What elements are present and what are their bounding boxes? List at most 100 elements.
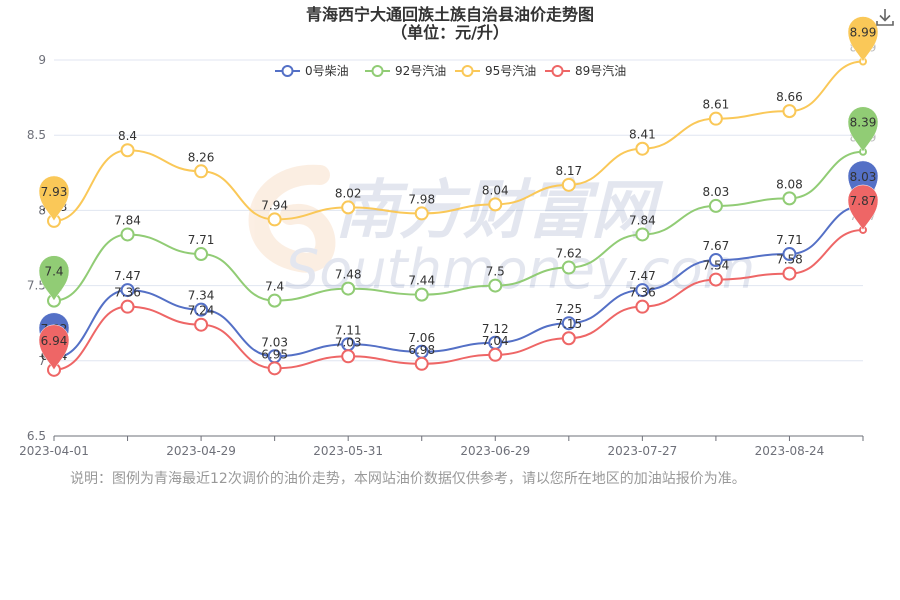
data-label: 8.02 (335, 186, 362, 200)
pin-label: 7.4 (44, 265, 63, 279)
data-label: 7.54 (703, 259, 730, 273)
chart-title: 青海西宁大通回族土族自治县油价走势图 (305, 5, 594, 24)
data-point (120, 227, 135, 242)
data-label: 7.71 (776, 233, 803, 247)
data-point (561, 177, 576, 192)
series-line (53, 60, 864, 222)
data-point (782, 104, 797, 119)
data-point (341, 200, 356, 215)
data-point (341, 281, 356, 296)
legend-item[interactable]: 89号汽油 (545, 63, 626, 78)
data-label: 7.71 (188, 233, 215, 247)
data-label: 8.04 (482, 183, 509, 197)
data-point (635, 283, 650, 298)
data-label: 7.67 (703, 239, 730, 253)
data-point (194, 247, 209, 262)
data-label: 7.5 (486, 265, 505, 279)
data-label: 7.25 (555, 302, 582, 316)
pin-marker: 7.4 (38, 255, 70, 302)
data-label: 8.26 (188, 150, 215, 164)
data-label: 7.47 (629, 269, 656, 283)
data-label: 7.12 (482, 322, 509, 336)
data-point (561, 316, 576, 331)
legend-swatch-marker (551, 65, 564, 77)
pin-marker: 7.87 (847, 184, 879, 231)
data-point (708, 253, 723, 268)
data-point (708, 111, 723, 126)
pin-shape (38, 175, 70, 222)
data-label: 8.66 (776, 90, 803, 104)
y-tick-label: 6.5 (27, 429, 46, 443)
data-point (561, 260, 576, 275)
data-label: 7.4 (265, 280, 284, 294)
data-point (267, 361, 282, 376)
end-markers: 7.028.037.48.397.938.996.947.87 (38, 16, 879, 371)
y-tick-label: 8 (38, 203, 46, 217)
legend-label: 92号汽油 (395, 63, 446, 78)
legend-label: 0号柴油 (305, 64, 349, 78)
data-point (488, 278, 503, 293)
data-point (488, 347, 503, 362)
data-label: 8.41 (629, 128, 656, 142)
data-label: 7.84 (114, 213, 141, 227)
data-label: 7.98 (408, 192, 435, 206)
pin-label: 8.99 (850, 26, 877, 40)
data-point (267, 293, 282, 308)
series-line (53, 150, 864, 302)
pin-label: 6.94 (41, 334, 68, 348)
data-label: 7.62 (555, 247, 582, 261)
data-label: 8.03 (703, 185, 730, 199)
pin-label: 7.87 (850, 194, 877, 208)
legend-label: 95号汽油 (485, 63, 536, 78)
x-tick-label: 2023-08-24 (755, 444, 825, 458)
legend-item[interactable]: 95号汽油 (455, 63, 536, 78)
pin-marker: 8.39 (847, 106, 879, 153)
data-point (341, 349, 356, 364)
data-label: 8.17 (555, 164, 582, 178)
data-point (194, 164, 209, 179)
legend-swatch-marker (371, 65, 384, 77)
pin-label: 8.03 (850, 170, 877, 184)
pin-shape (847, 106, 879, 153)
data-label: 7.24 (188, 304, 215, 318)
y-tick-label: 9 (38, 53, 46, 67)
data-label: 6.95 (261, 347, 288, 361)
series-lines (47, 57, 867, 377)
data-label: 7.84 (629, 213, 656, 227)
x-tick-label: 2023-06-29 (460, 444, 530, 458)
data-label: 7.03 (261, 335, 288, 349)
data-point (561, 331, 576, 346)
legend-item[interactable]: 92号汽油 (365, 63, 446, 78)
watermark-en: Southmoney.com (285, 238, 755, 301)
data-label: 6.98 (408, 343, 435, 357)
data-label: 7.36 (114, 286, 141, 300)
y-tick-label: 8.5 (27, 128, 46, 142)
pin-shape (847, 16, 879, 62)
x-tick-label: 2023-04-01 (19, 444, 89, 458)
chart-subtitle: （单位：元/升） (391, 23, 509, 42)
pin-label: 7.93 (41, 185, 68, 199)
watermark-logo: 南方财富网Southmoney.com (248, 164, 755, 301)
legend-swatch-marker (461, 65, 474, 77)
pin-shape (38, 324, 70, 371)
data-point (120, 283, 135, 298)
data-point (782, 266, 797, 281)
data-label: 7.04 (482, 334, 509, 348)
data-label: 7.48 (335, 268, 362, 282)
data-point (782, 191, 797, 206)
y-tick-label: 7.5 (27, 279, 46, 293)
data-label: 8.08 (776, 177, 803, 191)
data-label: 7.03 (335, 335, 362, 349)
legend: 0号柴油 92号汽油 95号汽油 89号汽油 (275, 63, 626, 78)
watermark-swoosh (248, 164, 336, 273)
pin-shape (38, 255, 70, 302)
legend-swatch-marker (281, 65, 294, 77)
data-point (120, 299, 135, 314)
data-label: 7.44 (408, 274, 435, 288)
legend-label: 89号汽油 (575, 63, 626, 78)
pin-marker: 8.99 (847, 16, 879, 62)
download-icon[interactable] (874, 6, 896, 28)
legend-item[interactable]: 0号柴油 (275, 64, 349, 78)
